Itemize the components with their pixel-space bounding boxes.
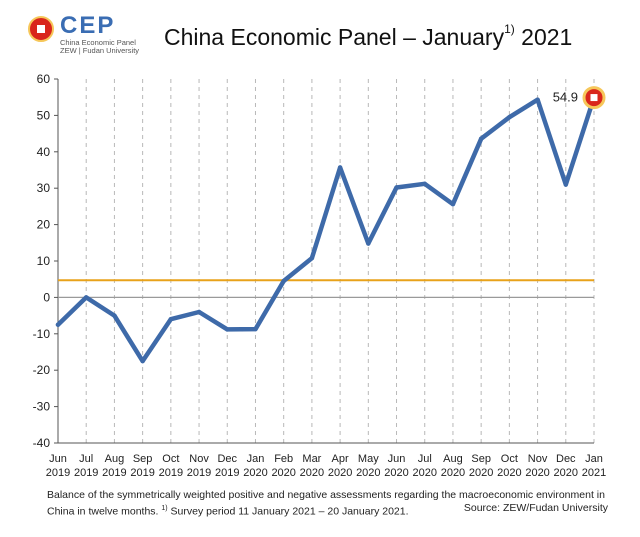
data-point <box>168 317 174 322</box>
y-tick-label: -30 <box>33 400 51 414</box>
x-tick-label-year: 2020 <box>554 467 578 479</box>
chart-source: Source: ZEW/Fudan University <box>463 502 608 514</box>
data-point <box>507 115 512 120</box>
data-point <box>309 255 315 261</box>
data-point <box>225 327 230 332</box>
x-tick-label-year: 2020 <box>497 467 521 479</box>
data-point <box>253 326 258 332</box>
data-point <box>394 185 399 190</box>
x-tick-label-year: 2019 <box>102 467 126 479</box>
x-tick-label-month: Oct <box>501 453 518 465</box>
x-tick-label-month: Mar <box>302 453 321 465</box>
x-tick-label-month: Sep <box>133 453 153 465</box>
x-tick-label-month: Nov <box>528 453 548 465</box>
data-point <box>450 202 456 207</box>
data-point <box>281 278 286 284</box>
x-tick-label-month: Dec <box>556 453 576 465</box>
x-tick-label-year: 2020 <box>356 467 380 479</box>
x-tick-label-month: Oct <box>162 453 179 465</box>
cep-emblem-icon <box>28 16 54 42</box>
data-point <box>196 309 202 315</box>
latest-value-label: 54.9 <box>553 90 578 105</box>
data-point <box>535 97 540 102</box>
latest-value-marker-center <box>590 94 598 102</box>
x-tick-label-year: 2020 <box>271 467 295 479</box>
x-tick-label-month: Dec <box>217 453 237 465</box>
logo-affiliation: ZEW | Fudan University <box>60 46 140 55</box>
chart-title: China Economic Panel – January1) 2021 <box>164 22 573 51</box>
x-tick-label-month: Jul <box>418 453 432 465</box>
chart-footnote: Balance of the symmetrically weighted po… <box>47 489 612 519</box>
x-tick-label-month: Jan <box>585 453 603 465</box>
y-tick-label: 50 <box>37 108 51 122</box>
logo-wordmark: CEP <box>60 12 116 39</box>
y-tick-label: 10 <box>37 254 51 268</box>
data-point <box>55 322 61 327</box>
chart-title-footnote-mark: 1) <box>504 22 515 36</box>
x-tick-label-year: 2020 <box>300 467 324 479</box>
data-point <box>366 241 371 246</box>
y-tick-label: 20 <box>37 218 51 232</box>
x-tick-label-year: 2020 <box>469 467 493 479</box>
chart-title-year: 2021 <box>514 24 573 50</box>
data-point <box>563 182 568 187</box>
x-tick-label-month: Sep <box>471 453 491 465</box>
y-tick-label: 0 <box>43 290 50 304</box>
x-tick-label-year: 2020 <box>412 467 436 479</box>
x-tick-label-month: Feb <box>274 453 293 465</box>
x-tick-label-month: Jan <box>247 453 265 465</box>
data-point <box>84 295 89 300</box>
x-tick-label-month: Jun <box>388 453 406 465</box>
y-tick-label: -20 <box>33 363 51 377</box>
data-point <box>140 358 145 364</box>
footnote-survey-period: Survey period 11 January 2021 – 20 Janua… <box>167 505 409 518</box>
footnote-text: Balance of the symmetrically weighted po… <box>47 489 605 518</box>
data-point <box>112 313 117 318</box>
data-point <box>422 181 427 187</box>
x-tick-label-year: 2021 <box>582 467 606 479</box>
footnote-mark: 1) <box>161 505 168 512</box>
x-tick-label-year: 2020 <box>243 467 267 479</box>
x-tick-label-year: 2019 <box>159 467 183 479</box>
cep-logo: CEP China Economic Panel ZEW | Fudan Uni… <box>28 12 168 55</box>
data-point <box>337 165 343 170</box>
x-tick-label-month: May <box>358 453 379 465</box>
x-tick-label-year: 2020 <box>441 467 465 479</box>
y-tick-label: -40 <box>33 436 51 450</box>
x-tick-label-month: Jul <box>79 453 93 465</box>
y-tick-label: 30 <box>37 181 51 195</box>
x-tick-label-year: 2019 <box>74 467 98 479</box>
x-tick-label-year: 2020 <box>328 467 352 479</box>
x-tick-label-year: 2019 <box>215 467 239 479</box>
x-tick-label-year: 2019 <box>130 467 154 479</box>
x-tick-label-year: 2020 <box>525 467 549 479</box>
y-tick-label: 60 <box>37 72 51 86</box>
x-tick-label-year: 2019 <box>187 467 211 479</box>
x-tick-label-year: 2020 <box>384 467 408 479</box>
y-tick-label: 40 <box>37 145 51 159</box>
series-line <box>55 95 597 364</box>
x-tick-label-month: Jun <box>49 453 67 465</box>
x-tick-label-month: Nov <box>189 453 209 465</box>
chart-title-main: China Economic Panel – January <box>164 24 505 50</box>
logo-subtitle: China Economic Panel <box>60 38 136 47</box>
x-tick-label-month: Aug <box>105 453 125 465</box>
x-tick-label-month: Aug <box>443 453 463 465</box>
x-tick-label-month: Apr <box>332 453 349 465</box>
data-point <box>478 136 484 141</box>
y-tick-label: -10 <box>33 327 51 341</box>
x-tick-label-year: 2019 <box>46 467 70 479</box>
